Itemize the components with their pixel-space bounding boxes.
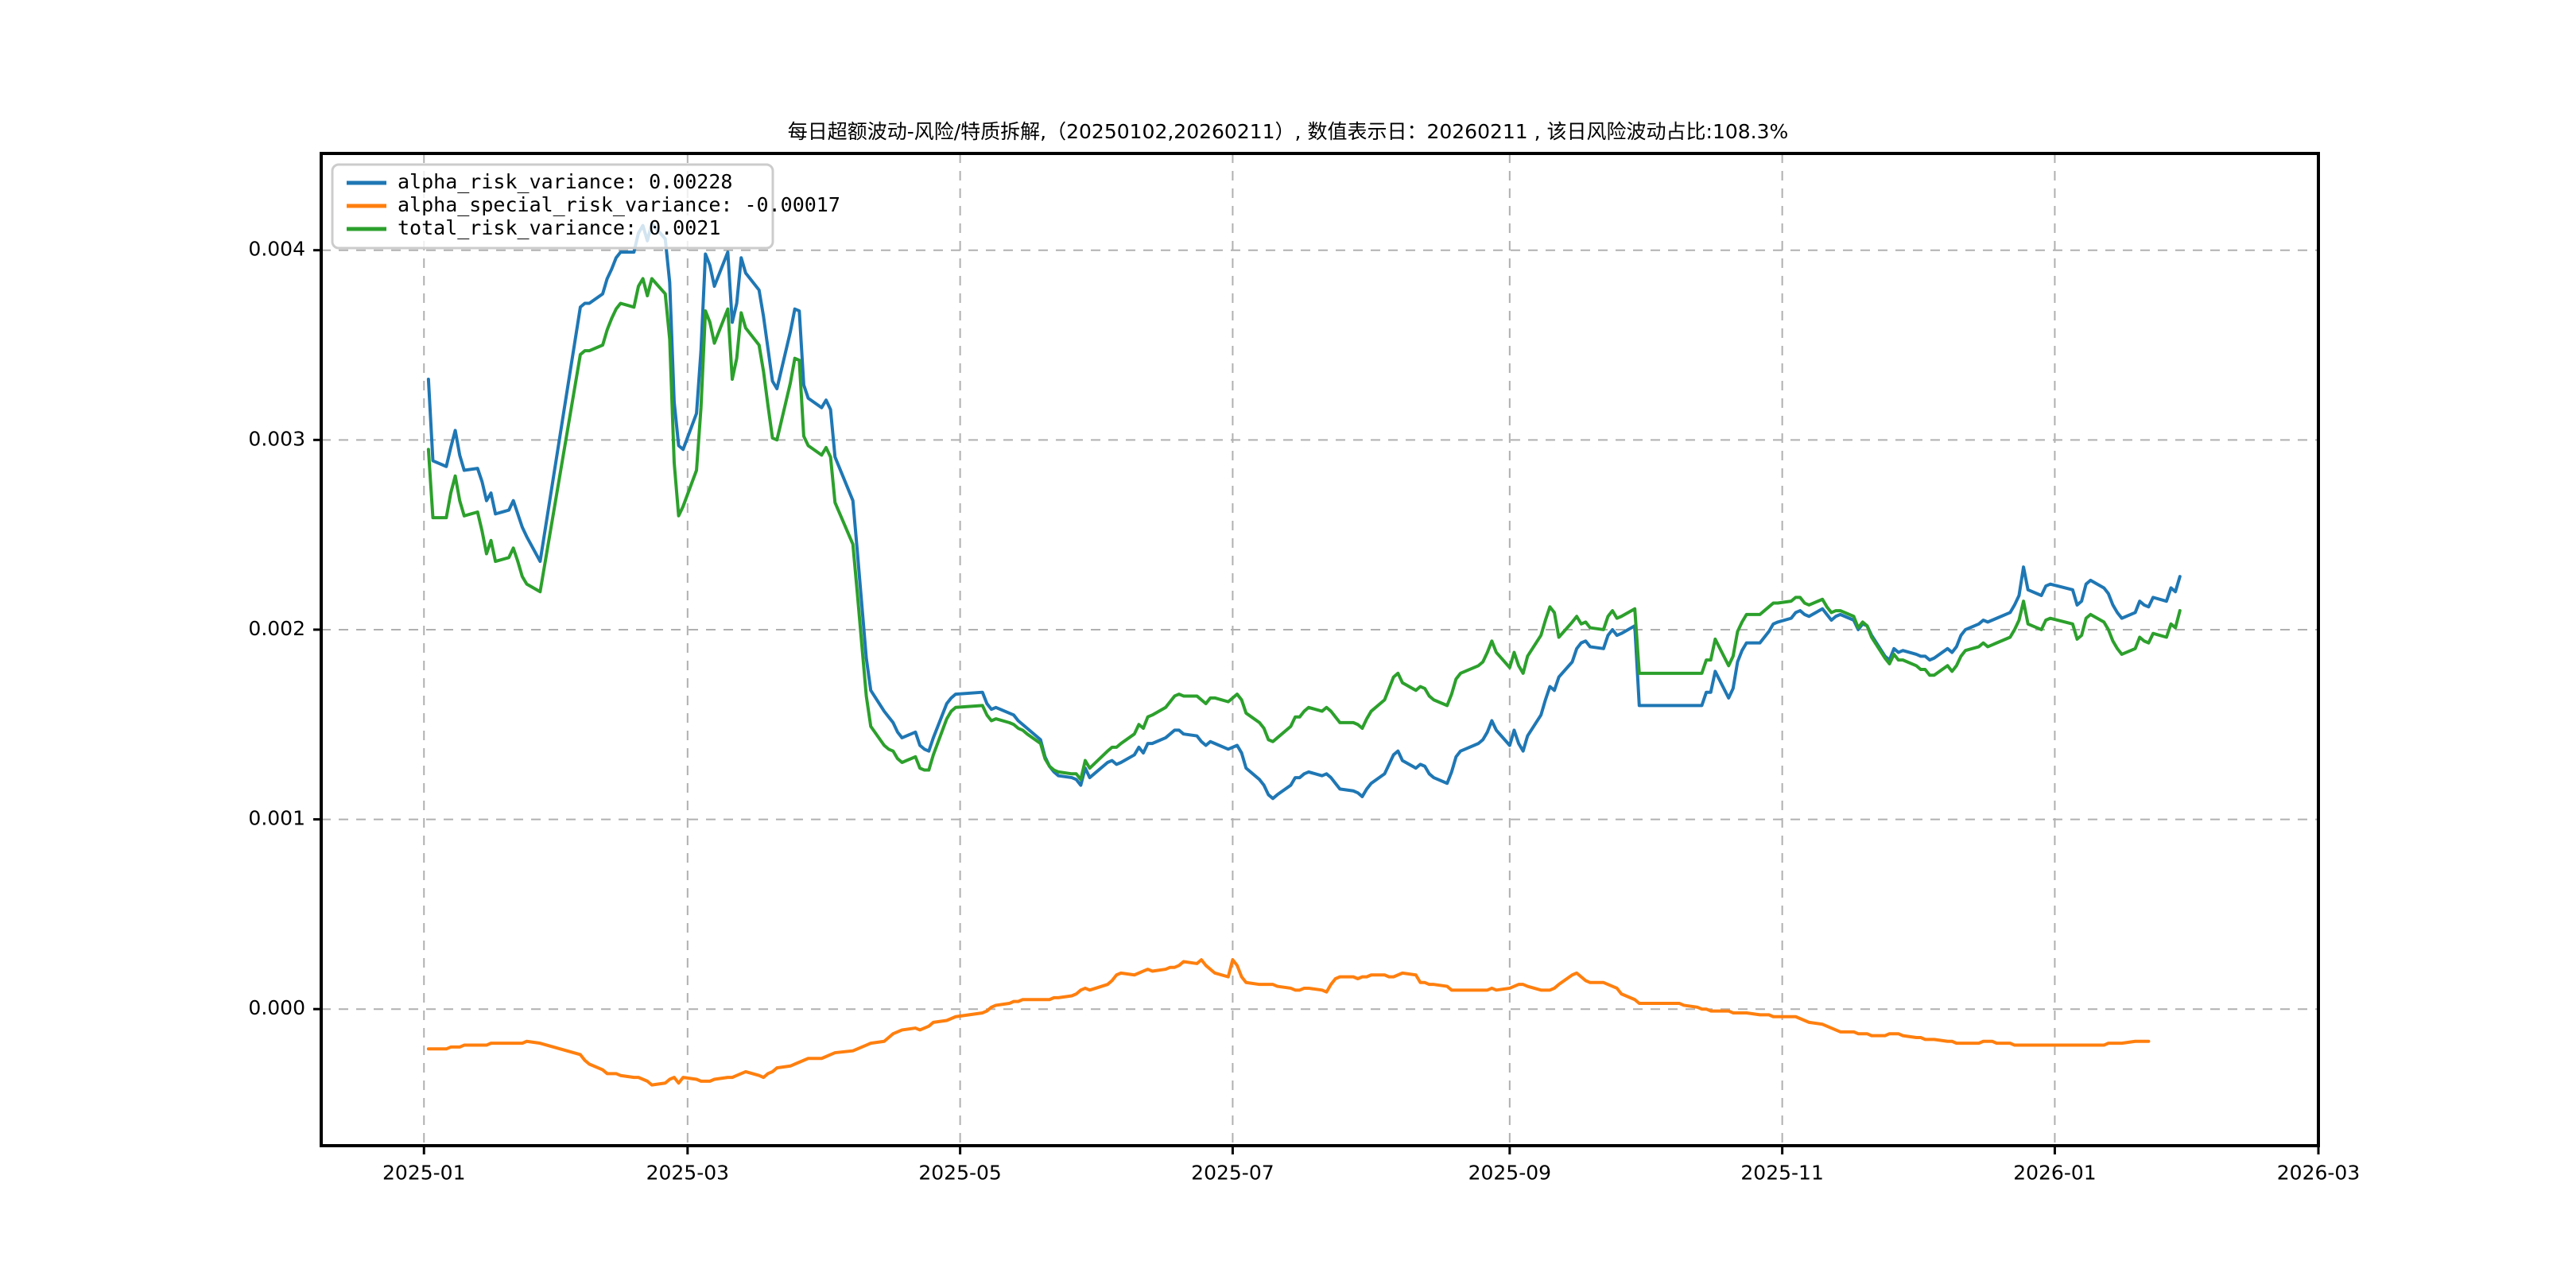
series-line-alpha_special_risk_variance xyxy=(426,958,2151,1087)
legend-label-alpha_special_risk_variance[interactable]: alpha_special_risk_variance: -0.00017 xyxy=(398,193,840,216)
y-tick-label: 0.000 xyxy=(248,996,305,1019)
legend-label-total_risk_variance[interactable]: total_risk_variance: 0.0021 xyxy=(398,216,720,239)
y-tick-label: 0.001 xyxy=(248,807,305,830)
grid-lines xyxy=(321,153,2318,1146)
axes-frame xyxy=(320,152,2320,1147)
y-tick-label: 0.004 xyxy=(248,238,305,261)
x-tick-label: 2025-11 xyxy=(1740,1161,1823,1184)
y-tick-label: 0.002 xyxy=(248,617,305,640)
data-series-layer xyxy=(426,222,2182,1087)
x-tick-label: 2025-09 xyxy=(1468,1161,1551,1184)
x-tick-label: 2025-03 xyxy=(646,1161,729,1184)
x-tick-label: 2026-01 xyxy=(2013,1161,2096,1184)
x-tick-label: 2025-07 xyxy=(1191,1161,1274,1184)
chart-legend[interactable]: alpha_risk_variance: 0.00228alpha_specia… xyxy=(331,163,840,250)
x-tick-label: 2025-05 xyxy=(918,1161,1001,1184)
x-tick-label: 2025-01 xyxy=(382,1161,465,1184)
series-line-alpha_risk_variance xyxy=(426,222,2182,801)
legend-box xyxy=(331,163,774,250)
legend-label-alpha_risk_variance[interactable]: alpha_risk_variance: 0.00228 xyxy=(398,170,732,193)
series-line-total_risk_variance xyxy=(426,277,2182,782)
axis-spines xyxy=(320,152,2320,1147)
tick-marks-and-labels: 0.004 0.003 0.002 0.001 0.000 2025-01 2025-03 2… xyxy=(248,238,2360,1185)
y-tick-label: 0.003 xyxy=(248,427,305,450)
x-tick-label: 2026-03 xyxy=(2277,1161,2360,1184)
chart-title: 每日超额波动-风险/特质拆解,（20250102,20260211）, 数值表示… xyxy=(787,120,1789,143)
